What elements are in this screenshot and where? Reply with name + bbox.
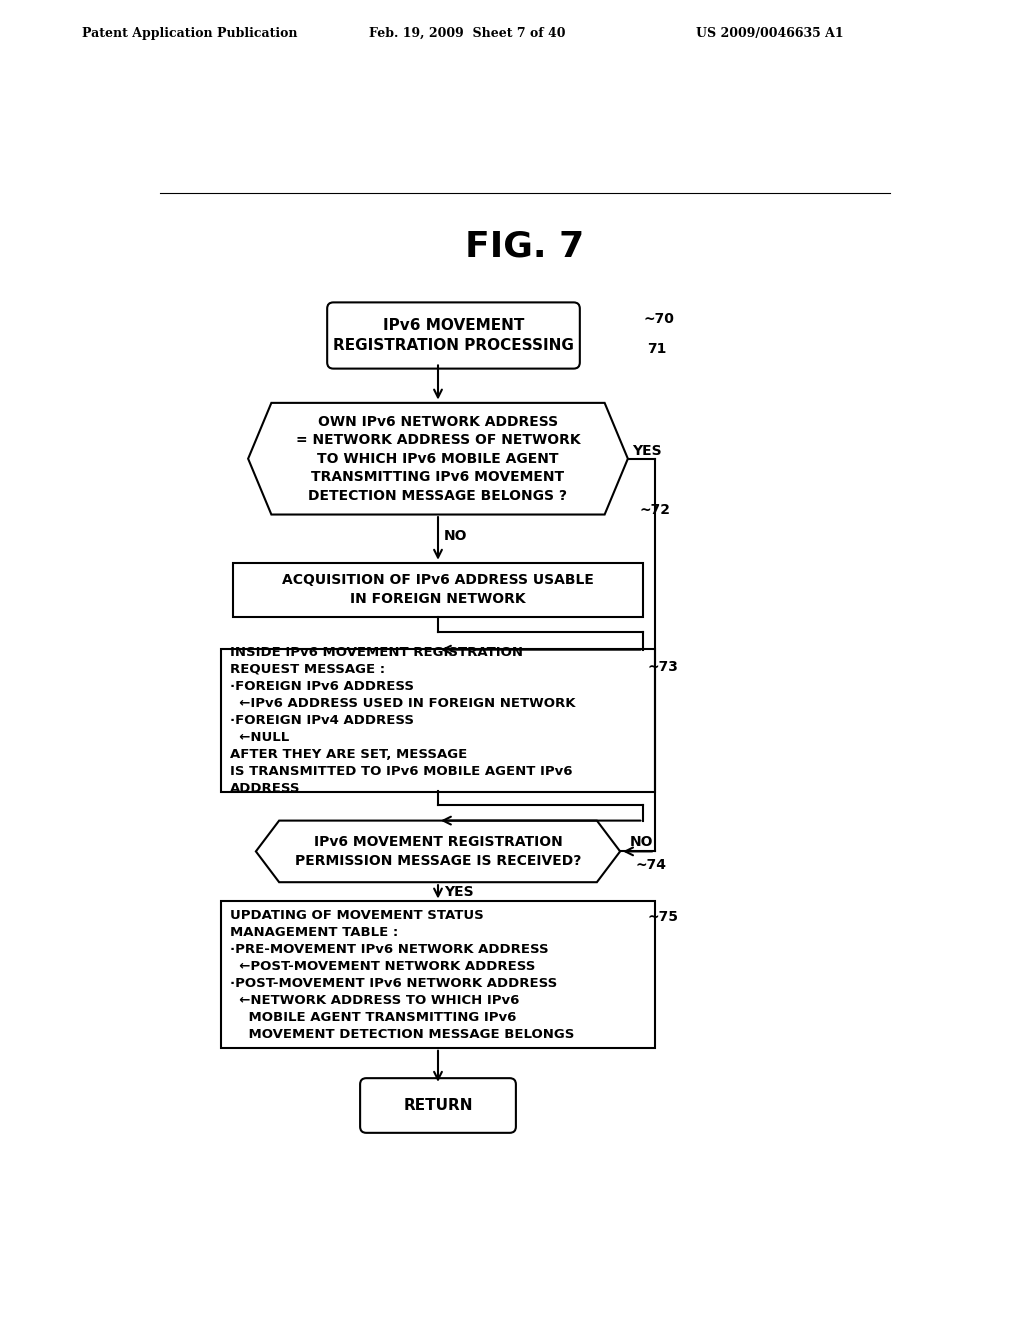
Text: Feb. 19, 2009  Sheet 7 of 40: Feb. 19, 2009 Sheet 7 of 40 [369,26,565,40]
Text: FIG. 7: FIG. 7 [465,230,585,264]
FancyBboxPatch shape [328,302,580,368]
FancyBboxPatch shape [360,1078,516,1133]
Text: ACQUISITION OF IPv6 ADDRESS USABLE
IN FOREIGN NETWORK: ACQUISITION OF IPv6 ADDRESS USABLE IN FO… [282,573,594,606]
Text: Patent Application Publication: Patent Application Publication [82,26,297,40]
Text: ~72: ~72 [640,503,671,517]
Text: UPDATING OF MOVEMENT STATUS
MANAGEMENT TABLE :
·PRE-MOVEMENT IPv6 NETWORK ADDRES: UPDATING OF MOVEMENT STATUS MANAGEMENT T… [230,908,574,1040]
Text: IPv6 MOVEMENT
REGISTRATION PROCESSING: IPv6 MOVEMENT REGISTRATION PROCESSING [333,318,573,352]
Text: US 2009/0046635 A1: US 2009/0046635 A1 [696,26,844,40]
Bar [221,902,655,1048]
Text: ~75: ~75 [647,909,678,924]
Text: 71: 71 [647,342,667,356]
Polygon shape [248,403,628,515]
Bar [232,562,643,616]
Text: YES: YES [632,444,662,458]
Text: NO: NO [630,836,653,849]
Text: OWN IPv6 NETWORK ADDRESS
= NETWORK ADDRESS OF NETWORK
TO WHICH IPv6 MOBILE AGENT: OWN IPv6 NETWORK ADDRESS = NETWORK ADDRE… [296,414,581,503]
Bar [221,649,655,792]
Text: IPv6 MOVEMENT REGISTRATION
PERMISSION MESSAGE IS RECEIVED?: IPv6 MOVEMENT REGISTRATION PERMISSION ME… [295,836,582,867]
Text: YES: YES [444,886,474,899]
Text: INSIDE IPv6 MOVEMENT REGISTRATION
REQUEST MESSAGE :
·FOREIGN IPv6 ADDRESS
  ←IPv: INSIDE IPv6 MOVEMENT REGISTRATION REQUES… [230,645,575,795]
Text: NO: NO [444,529,468,543]
Text: RETURN: RETURN [403,1098,473,1113]
Polygon shape [256,821,621,882]
Text: ~70: ~70 [643,312,674,326]
Text: ~74: ~74 [636,858,667,873]
Text: ~73: ~73 [647,660,678,673]
